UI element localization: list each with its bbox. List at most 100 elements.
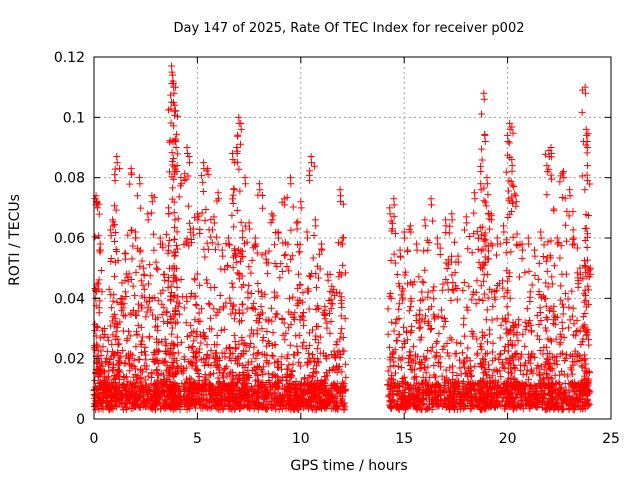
data-point (236, 398, 244, 406)
data-point (121, 255, 129, 263)
data-point (173, 284, 181, 292)
data-point (305, 349, 313, 357)
data-point (293, 301, 301, 309)
data-point (174, 349, 182, 357)
data-point (121, 312, 129, 320)
data-point (582, 268, 590, 276)
data-point (244, 294, 252, 302)
data-point (386, 290, 394, 298)
data-point (419, 373, 427, 381)
data-point (506, 294, 514, 302)
data-point (199, 178, 207, 186)
data-point (565, 303, 573, 311)
data-point (510, 182, 518, 190)
data-point (503, 330, 511, 338)
data-point (126, 367, 134, 375)
data-point (542, 257, 550, 265)
data-point (584, 176, 592, 184)
data-point (327, 305, 335, 313)
data-point (536, 382, 544, 390)
data-point (309, 254, 317, 262)
data-point (157, 370, 165, 378)
data-point (261, 393, 269, 401)
data-point (424, 346, 432, 354)
data-point (441, 318, 449, 326)
data-point (446, 222, 454, 230)
data-point (456, 364, 464, 372)
data-point (231, 389, 239, 397)
data-point (477, 162, 485, 170)
data-point (137, 204, 145, 212)
data-point (228, 195, 236, 203)
data-point (245, 219, 253, 227)
data-point (280, 195, 288, 203)
data-point (552, 335, 560, 343)
data-point (439, 280, 447, 288)
data-point (202, 276, 210, 284)
data-point (415, 380, 423, 388)
data-point (548, 375, 556, 383)
data-point (193, 366, 201, 374)
data-point (540, 366, 548, 374)
data-point (157, 289, 165, 297)
data-point (101, 358, 109, 366)
data-point (204, 165, 212, 173)
data-point (203, 354, 211, 362)
data-point (214, 240, 222, 248)
data-point (241, 381, 249, 389)
data-point (113, 298, 121, 306)
data-point (535, 259, 543, 267)
data-point (136, 246, 144, 254)
data-point (448, 271, 456, 279)
data-point (169, 77, 177, 85)
data-point (227, 357, 235, 365)
data-point (134, 300, 142, 308)
data-point (552, 379, 560, 387)
data-point (454, 258, 462, 266)
data-point (140, 264, 148, 272)
data-point (280, 319, 288, 327)
data-point (201, 253, 209, 261)
data-point (135, 393, 143, 401)
data-point (95, 380, 103, 388)
data-point (477, 264, 485, 272)
data-point (258, 402, 266, 410)
data-point (480, 95, 488, 103)
data-point (99, 362, 107, 370)
data-point (327, 382, 335, 390)
data-point (301, 398, 309, 406)
data-point (312, 332, 320, 340)
data-point (311, 216, 319, 224)
data-point (141, 398, 149, 406)
data-point (556, 380, 564, 388)
data-point (421, 222, 429, 230)
data-point (230, 332, 238, 340)
data-point (491, 287, 499, 295)
data-point (584, 387, 592, 395)
data-point (227, 368, 235, 376)
data-point (144, 210, 152, 218)
data-point (488, 316, 496, 324)
data-point (418, 278, 426, 286)
data-point (146, 272, 154, 280)
data-point (391, 230, 399, 238)
data-point (112, 328, 120, 336)
data-point (477, 180, 485, 188)
data-point (313, 345, 321, 353)
data-point (204, 171, 212, 179)
data-point (244, 403, 252, 411)
data-point (118, 295, 126, 303)
data-point (492, 366, 500, 374)
data-point (188, 360, 196, 368)
data-point (103, 381, 111, 389)
data-point (390, 250, 398, 258)
data-point (237, 119, 245, 127)
data-point (290, 406, 298, 414)
data-point (183, 150, 191, 158)
data-point (484, 242, 492, 250)
data-point (525, 240, 533, 248)
data-point (283, 388, 291, 396)
data-point (238, 376, 246, 384)
data-point (315, 399, 323, 407)
data-point (274, 234, 282, 242)
